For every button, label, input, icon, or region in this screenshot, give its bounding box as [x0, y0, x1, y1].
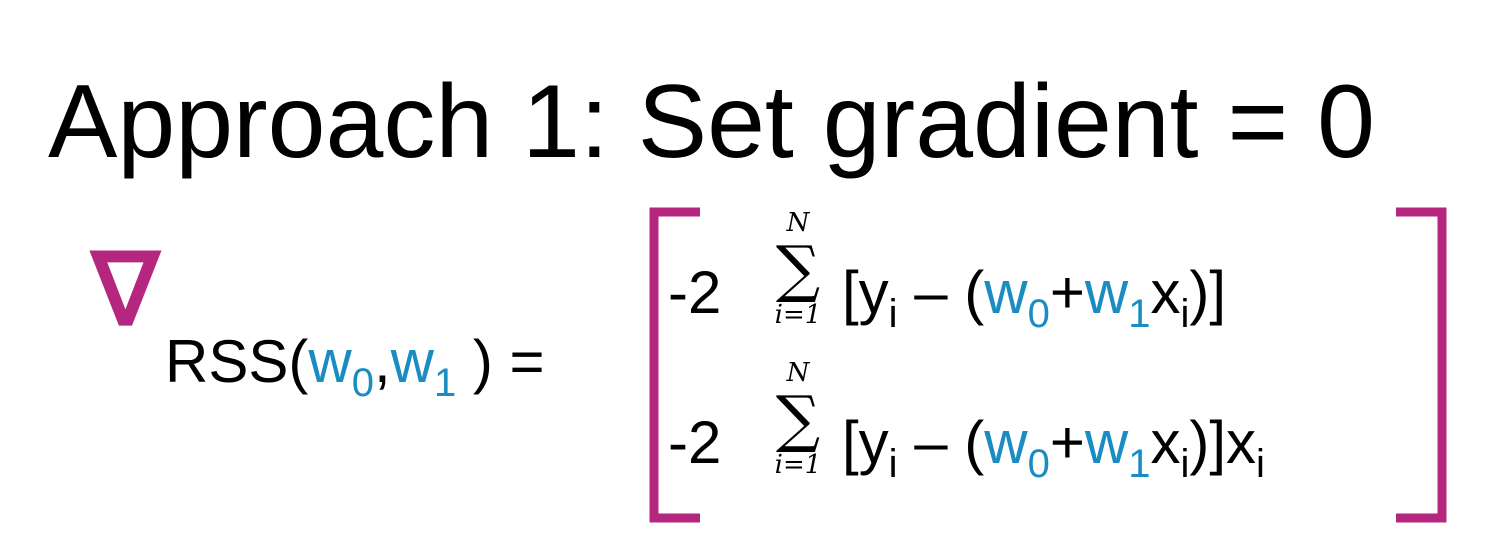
subscript: i: [888, 292, 898, 336]
summation: N ∑ i=1: [758, 358, 838, 480]
paren: ): [456, 328, 493, 395]
sum-lower: i=1: [774, 300, 822, 330]
sum-lower: i=1: [774, 450, 822, 480]
coefficient: -2: [668, 259, 722, 326]
lhs: RSS(w0,w1 ) =: [165, 322, 545, 405]
left-bracket: [649, 207, 700, 523]
subscript: 0: [1027, 442, 1050, 486]
term: )]: [1189, 259, 1227, 326]
var: w: [390, 328, 434, 395]
comma: ,: [373, 328, 391, 395]
coefficient: -2: [668, 409, 722, 476]
right-bracket: [1396, 207, 1447, 523]
term: w: [1084, 259, 1129, 326]
term: [y: [842, 259, 889, 326]
subscript: 0: [1027, 292, 1050, 336]
term: +: [1049, 409, 1085, 476]
sigma: ∑: [775, 382, 821, 455]
nabla: ∇: [92, 234, 159, 346]
term: w: [984, 409, 1028, 476]
sum-upper: N: [786, 358, 810, 388]
term: – (: [897, 409, 985, 476]
term: – (: [897, 259, 985, 326]
term: x: [1150, 259, 1181, 326]
equals: =: [509, 328, 545, 395]
func: RSS(: [165, 328, 309, 395]
subscript: i: [1256, 442, 1265, 486]
term: x: [1150, 409, 1181, 476]
sum-upper: N: [786, 208, 810, 238]
subscript: i: [1180, 292, 1190, 336]
title: Approach 1: Set gradient = 0: [48, 64, 1375, 180]
subscript: 0: [351, 361, 374, 405]
row-terms: [yi – (w0+w1xi)]xi: [842, 403, 1265, 486]
subscript: 1: [433, 361, 457, 405]
subscript: i: [1180, 442, 1190, 486]
sigma: ∑: [775, 232, 821, 305]
term: w: [984, 259, 1028, 326]
var: w: [308, 328, 352, 395]
summation: N ∑ i=1: [758, 208, 838, 330]
subscript: i: [888, 442, 898, 486]
subscript: 1: [1128, 442, 1151, 486]
subscript: 1: [1128, 292, 1151, 336]
term: w: [1084, 409, 1129, 476]
term: [y: [842, 409, 889, 476]
term: )]x: [1189, 409, 1257, 476]
row-terms: [yi – (w0+w1xi)]: [842, 253, 1227, 336]
term: +: [1049, 259, 1085, 326]
